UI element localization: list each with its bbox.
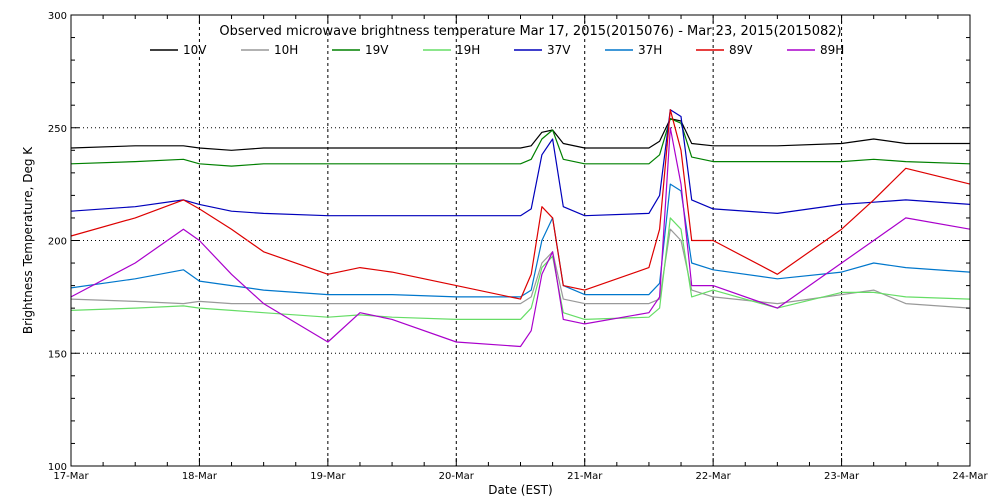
- series-line-19v: [70, 118, 971, 167]
- x-axis-title: Date (EST): [488, 483, 552, 497]
- series-lines: [70, 109, 971, 348]
- legend-label-37v: 37V: [547, 43, 571, 57]
- legend-label-10v: 10V: [183, 43, 207, 57]
- series-line-10v: [70, 118, 970, 151]
- series-line-19h: [70, 217, 971, 320]
- legend-label-89v: 89V: [729, 43, 753, 57]
- x-tick-label: 17-Mar: [53, 471, 89, 482]
- x-tick-label: 22-Mar: [696, 471, 732, 482]
- x-tick-label: 19-Mar: [310, 471, 346, 482]
- x-tick-label: 18-Mar: [182, 471, 218, 482]
- series-line-37v: [70, 109, 971, 217]
- y-tick-label: 250: [48, 124, 67, 135]
- series-line-89h: [70, 127, 971, 348]
- legend-label-19v: 19V: [365, 43, 389, 57]
- x-tick-label: 20-Mar: [439, 471, 475, 482]
- x-tick-label: 21-Mar: [567, 471, 603, 482]
- series-line-89v: [70, 109, 971, 300]
- x-tick-label: 24-Mar: [952, 471, 988, 482]
- y-tick-label: 200: [48, 237, 67, 248]
- chart-title: Observed microwave brightness temperatur…: [219, 24, 841, 39]
- y-tick-label: 150: [48, 349, 67, 360]
- legend: 10V 10H 19V 19H 37V 37H 89V 89H: [150, 43, 844, 57]
- axis-ticks: 100 150 200 250 300 17-Mar 18-Mar 19-Mar 20-Mar 2…: [48, 11, 989, 482]
- series-line-10h: [70, 228, 971, 309]
- legend-label-10h: 10H: [274, 43, 298, 57]
- legend-label-89h: 89H: [820, 43, 844, 57]
- y-axis-title: Brightness Temperature, Deg K: [21, 146, 35, 334]
- legend-label-37h: 37H: [638, 43, 662, 57]
- y-tick-label: 300: [48, 11, 67, 22]
- x-tick-label: 23-Mar: [824, 471, 860, 482]
- legend-label-19h: 19H: [456, 43, 480, 57]
- y-tick-label: 100: [48, 462, 67, 473]
